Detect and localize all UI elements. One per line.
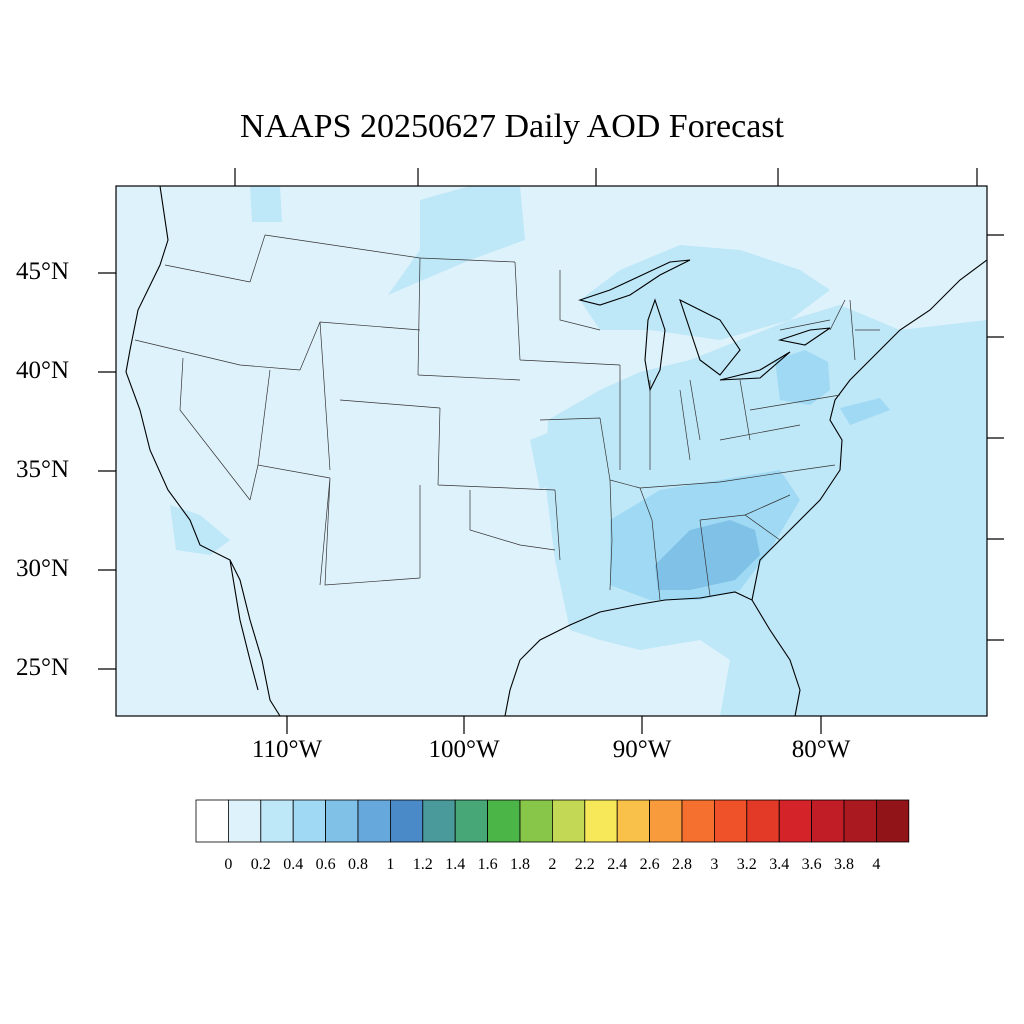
colorbar-box bbox=[357, 799, 391, 843]
colorbar-label: 3 bbox=[710, 856, 719, 873]
colorbar-box bbox=[227, 799, 262, 843]
lon-label-110: 110°W bbox=[251, 736, 323, 763]
lat-label-30: 30°N bbox=[16, 555, 70, 582]
colorbar-label: 3.2 bbox=[736, 856, 757, 873]
colorbar-box bbox=[584, 799, 618, 843]
colorbar-label: 3.8 bbox=[834, 856, 854, 873]
lon-label-100: 100°W bbox=[428, 736, 500, 763]
colorbar-label: 2 bbox=[548, 856, 557, 873]
colorbar-box bbox=[260, 799, 294, 843]
aod-region-northwest bbox=[250, 186, 282, 222]
lon-label-80: 80°W bbox=[791, 736, 851, 763]
aod-region-baja bbox=[170, 505, 230, 555]
colorbar-box bbox=[616, 799, 651, 843]
aod-band-0-6-0-8 bbox=[655, 520, 760, 590]
colorbar-label: 0.8 bbox=[348, 856, 368, 873]
aod-region-virginia-plume bbox=[840, 398, 890, 425]
page-title: NAAPS 20250627 Daily AOD Forecast bbox=[240, 108, 784, 145]
colorbar-box bbox=[681, 799, 715, 843]
colorbar-label: 0.2 bbox=[250, 856, 271, 873]
colorbar-label: 1.4 bbox=[445, 856, 466, 873]
lat-label-35: 35°N bbox=[16, 456, 70, 483]
colorbar-box bbox=[649, 799, 683, 843]
lat-label-40: 40°N bbox=[16, 357, 70, 384]
colorbar-label: 1.2 bbox=[412, 856, 433, 873]
colorbar-label: 0 bbox=[224, 856, 233, 873]
aod-region-great-lakes bbox=[580, 245, 830, 340]
aod-region-pennsylvania bbox=[775, 350, 830, 405]
colorbar-box bbox=[292, 799, 327, 843]
colorbar bbox=[195, 799, 910, 843]
colorbar-box bbox=[487, 799, 521, 843]
colorbar-label: 0.4 bbox=[283, 856, 304, 873]
colorbar-label: 2.8 bbox=[672, 856, 692, 873]
colorbar-box bbox=[843, 799, 877, 843]
lat-label-45: 45°N bbox=[16, 258, 70, 285]
colorbar-label: 2.4 bbox=[607, 856, 628, 873]
map-ticks bbox=[98, 168, 1004, 734]
map-frame bbox=[115, 185, 988, 717]
colorbar-label: 0.6 bbox=[315, 856, 336, 873]
colorbar-box bbox=[714, 799, 748, 843]
colorbar-box bbox=[389, 799, 424, 843]
colorbar-box bbox=[422, 799, 456, 843]
lat-label-25: 25°N bbox=[16, 654, 70, 681]
colorbar-label: 4 bbox=[872, 856, 881, 873]
colorbar-box bbox=[552, 799, 586, 843]
aod-region-atlantic-plume bbox=[760, 370, 987, 600]
colorbar-label: 2.6 bbox=[639, 856, 660, 873]
aod-region-east-texas bbox=[530, 430, 560, 490]
aod-region-alabama-georgia bbox=[655, 520, 760, 590]
colorbar-box bbox=[325, 799, 359, 843]
coastline bbox=[125, 186, 987, 716]
state-borders bbox=[134, 234, 880, 601]
colorbar-box bbox=[454, 799, 489, 843]
lon-label-90: 90°W bbox=[612, 736, 672, 763]
aod-region-northern-plains bbox=[388, 186, 525, 295]
colorbar-label: 1.8 bbox=[510, 856, 530, 873]
colorbar-label: 1.6 bbox=[477, 856, 498, 873]
colorbar-label: 3.6 bbox=[801, 856, 822, 873]
colorbar-label: 3.4 bbox=[769, 856, 790, 873]
colorbar-label: 1 bbox=[386, 856, 395, 873]
colorbar-box bbox=[778, 799, 813, 843]
colorbar-box bbox=[876, 799, 910, 843]
colorbar-label: 2.2 bbox=[574, 856, 595, 873]
colorbar-box bbox=[519, 799, 553, 843]
colorbar-box bbox=[746, 799, 780, 843]
colorbar-box bbox=[811, 799, 845, 843]
colorbar-box bbox=[195, 799, 229, 843]
